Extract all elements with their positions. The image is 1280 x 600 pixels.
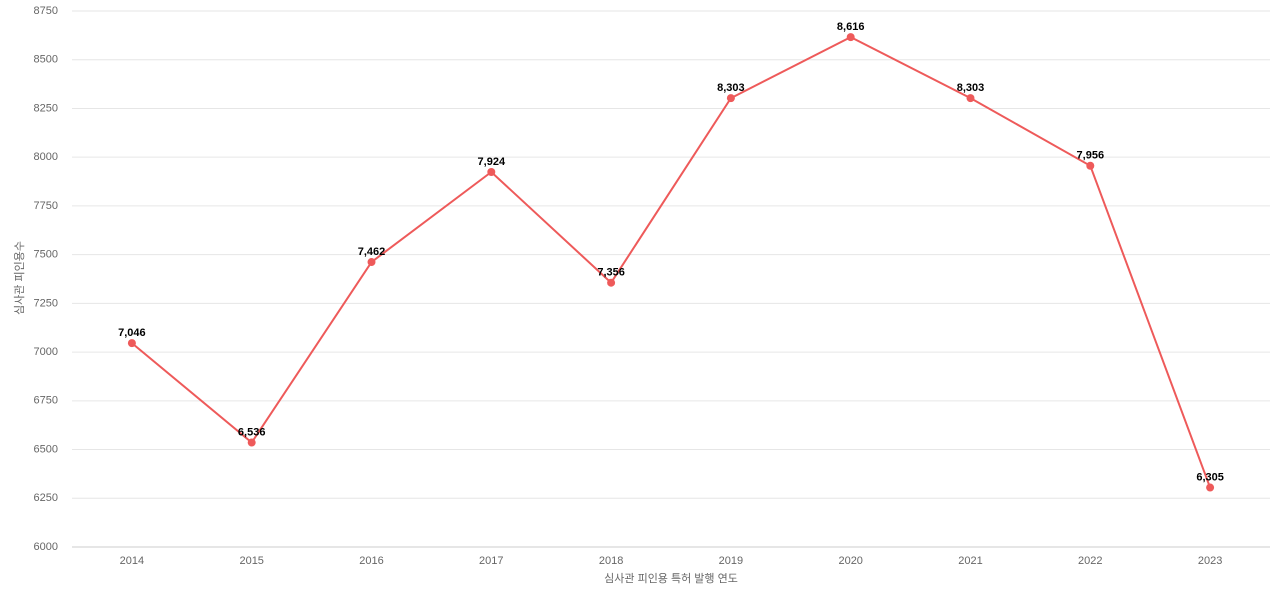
value-label: 7,924 <box>478 156 506 168</box>
point <box>127 339 136 348</box>
point <box>247 438 256 447</box>
y-tick-label: 6750 <box>34 395 58 407</box>
value-label: 7,462 <box>358 246 386 258</box>
y-tick-label: 8000 <box>34 151 58 163</box>
x-tick-label: 2018 <box>599 555 623 567</box>
y-tick-label: 6000 <box>34 541 58 553</box>
point <box>966 94 975 103</box>
x-tick-label: 2022 <box>1078 555 1102 567</box>
x-tick-label: 2015 <box>239 555 263 567</box>
x-tick-label: 2023 <box>1198 555 1222 567</box>
point <box>1206 483 1215 492</box>
line <box>131 35 1212 488</box>
x-tick-label: 2019 <box>719 555 743 567</box>
value-label: 6,305 <box>1196 471 1224 483</box>
x-axis-label: 심사관 피인용 특허 발행 연도 <box>604 572 738 585</box>
y-tick-label: 7750 <box>34 200 58 212</box>
value-label: 8,303 <box>957 82 985 94</box>
point <box>726 94 735 103</box>
point <box>846 33 855 42</box>
x-tick-label: 2014 <box>120 555 144 567</box>
y-tick-label: 7500 <box>34 249 58 261</box>
x-tick-label: 2020 <box>838 555 862 567</box>
y-tick-label: 8500 <box>34 54 58 66</box>
y-tick-label: 6250 <box>34 492 58 504</box>
y-tick-label: 8250 <box>34 102 58 114</box>
y-tick-label: 7000 <box>34 346 58 358</box>
point <box>487 167 496 176</box>
y-tick-label: 8750 <box>34 5 58 17</box>
y-tick-label: 6500 <box>34 443 58 455</box>
value-label: 7,956 <box>1077 150 1105 162</box>
value-label: 7,046 <box>118 327 146 339</box>
value-label: 8,616 <box>837 21 865 33</box>
x-tick-label: 2021 <box>958 555 982 567</box>
point <box>1086 161 1095 170</box>
value-label: 6,536 <box>238 426 266 438</box>
y-tick-label: 7250 <box>34 297 58 309</box>
x-tick-label: 2016 <box>359 555 383 567</box>
value-label: 8,303 <box>717 82 745 94</box>
point <box>607 278 616 287</box>
x-tick-label: 2017 <box>479 555 503 567</box>
point <box>367 258 376 267</box>
value-label: 7,356 <box>597 267 625 279</box>
y-axis-label: 심사관 피인용수 <box>13 241 26 315</box>
